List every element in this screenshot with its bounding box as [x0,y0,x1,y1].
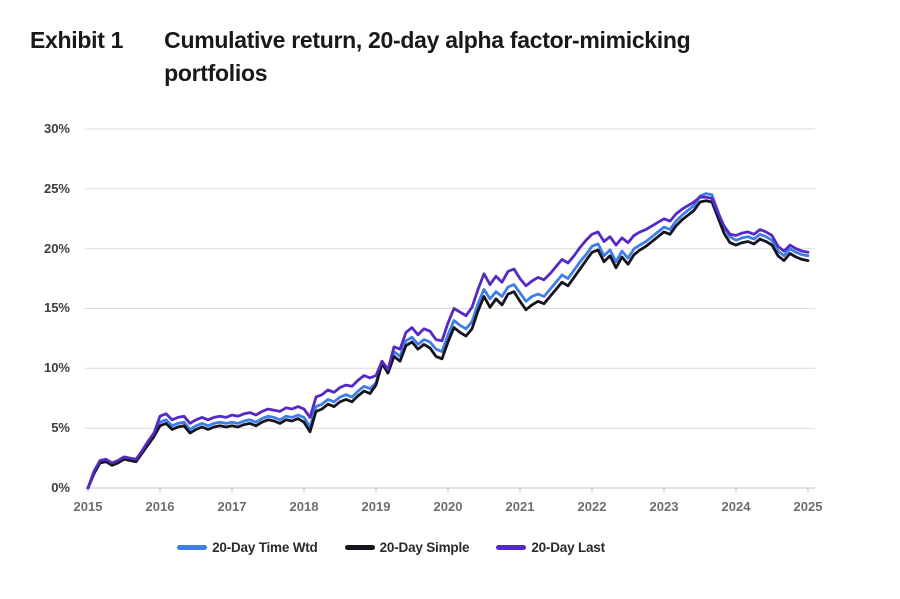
y-tick-0: 0% [51,480,70,495]
x-tick-2021: 2021 [505,499,535,514]
chart-header: Exhibit 1 Cumulative return, 20-day alph… [30,24,691,90]
y-tick-10: 10% [43,360,70,375]
x-tick-2020: 2020 [433,499,463,514]
legend-item-time-wtd: 20-Day Time Wtd [177,540,318,555]
line-series-last [86,195,810,490]
legend-line-swatch-dark-icon [344,545,375,550]
x-tick-2025: 2025 [793,499,823,514]
line-series-simple [86,199,810,490]
x-tick-2017: 2017 [217,499,247,514]
page-title-line2: portfolios [164,60,268,86]
page-title-line1: Cumulative return, 20-day alpha factor-m… [164,27,691,53]
legend-item-last: 20-Day Last [496,540,605,555]
legend-line-swatch-blue-icon [177,545,208,550]
legend-label-last: 20-Day Last [531,540,605,555]
x-tick-2016: 2016 [145,499,175,514]
y-tick-15: 15% [43,300,70,315]
page-title: Cumulative return, 20-day alpha factor-m… [164,24,691,90]
legend-label-time-wtd: 20-Day Time Wtd [212,540,318,555]
line-series-time-wtd [86,192,810,490]
x-axis-ticks [87,488,809,493]
x-tick-2023: 2023 [649,499,679,514]
legend-item-simple: 20-Day Simple [344,540,470,555]
legend-line-swatch-purple-icon [496,545,527,550]
x-tick-2018: 2018 [289,499,319,514]
gridlines [85,128,815,429]
y-tick-5: 5% [51,420,70,435]
chart-legend: 20-Day Time Wtd 20-Day Simple 20-Day Las… [0,540,900,555]
legend-label-simple: 20-Day Simple [379,540,470,555]
exhibit-label: Exhibit 1 [30,27,124,53]
x-tick-2024: 2024 [721,499,751,514]
y-tick-20: 20% [43,241,70,256]
y-tick-30: 30% [43,121,70,136]
x-tick-2019: 2019 [361,499,391,514]
x-tick-2022: 2022 [577,499,607,514]
y-tick-25: 25% [43,181,70,196]
x-tick-2015: 2015 [73,499,103,514]
